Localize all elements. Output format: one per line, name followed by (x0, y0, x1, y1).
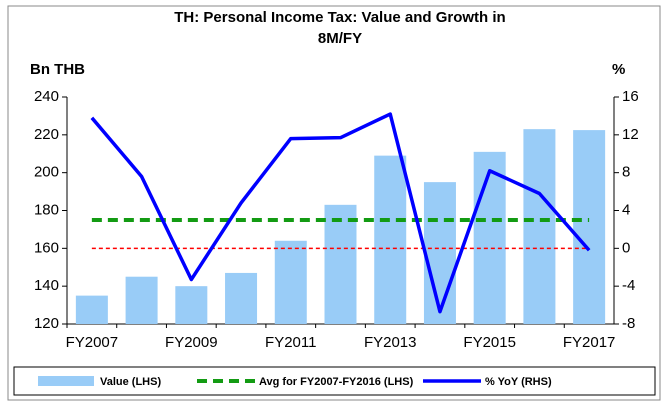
x-tick-label: FY2015 (463, 334, 516, 351)
bar (573, 130, 606, 324)
y2-tick-label: 16 (622, 88, 639, 105)
y2-tick-label: 12 (622, 126, 639, 143)
y-tick-label: 140 (34, 277, 59, 294)
bar (423, 182, 456, 324)
y-tick-label: 120 (34, 315, 59, 332)
bar (125, 276, 158, 324)
chart-title: TH: Personal Income Tax: Value and Growt… (174, 9, 505, 26)
legend-label: % YoY (RHS) (485, 376, 552, 388)
bar (274, 240, 307, 324)
y2-tick-label: 8 (622, 164, 630, 181)
legend-box (13, 366, 656, 396)
bar (75, 295, 108, 324)
y2-tick-label: -4 (622, 277, 635, 294)
bar (523, 129, 556, 324)
y2-tick-label: 0 (622, 239, 630, 256)
y2-tick-label: 4 (622, 201, 630, 218)
x-tick-label: FY2011 (265, 334, 316, 351)
bar (175, 286, 208, 324)
x-tick-label: FY2007 (66, 334, 119, 351)
x-tick-label: FY2009 (165, 334, 218, 351)
chart-title: 8M/FY (318, 30, 362, 47)
legend-label: Avg for FY2007-FY2016 (LHS) (259, 376, 414, 388)
y-tick-label: 160 (34, 239, 59, 256)
y2-tick-label: -8 (622, 315, 635, 332)
y-axis-label: Bn THB (30, 61, 85, 78)
bar (473, 151, 506, 324)
y2-axis-label: % (612, 61, 625, 78)
y-tick-label: 240 (34, 88, 59, 105)
x-tick-label: FY2013 (364, 334, 417, 351)
legend-swatch (38, 376, 94, 386)
yoy-line (90, 112, 591, 314)
x-tick-label: FY2017 (563, 334, 616, 351)
y-tick-label: 180 (34, 201, 59, 218)
y-tick-label: 220 (34, 126, 59, 143)
bar (225, 272, 258, 324)
bar (324, 204, 357, 324)
y-tick-label: 200 (34, 164, 59, 181)
legend-label: Value (LHS) (100, 376, 161, 388)
bar (374, 155, 407, 324)
